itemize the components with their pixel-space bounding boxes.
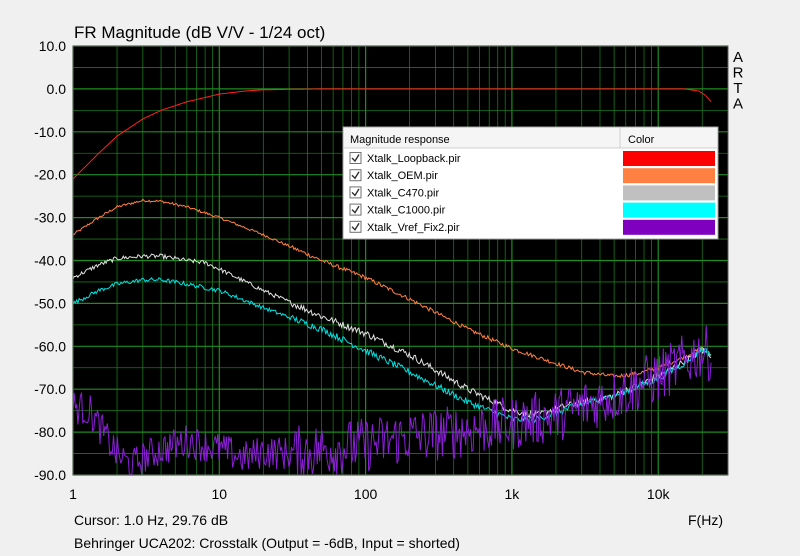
legend-item-label: Xtalk_C470.pir [367,187,439,199]
y-tick-label: -90.0 [34,467,66,483]
y-tick-label: -70.0 [34,381,66,397]
legend-color-swatch[interactable] [623,185,715,201]
x-tick-label: 10k [647,486,671,502]
legend-checkbox[interactable] [349,203,362,216]
y-axis-ticks: 10.0 0.0 -10.0 -20.0 -30.0 -40.0 -50.0 -60.0 -70… [34,38,66,483]
legend-color-swatch[interactable] [623,202,715,218]
y-tick-label: -60.0 [34,338,66,354]
y-tick-label: -10.0 [34,124,66,140]
check-icon [351,171,360,180]
legend-checkbox[interactable] [349,186,362,199]
legend-checkbox[interactable] [349,152,362,164]
x-axis-ticks: 1 10 100 1k 10k [69,486,670,502]
check-icon [351,188,360,197]
x-tick-label: 100 [354,486,378,502]
legend-header-name: Magnitude response [350,134,450,146]
series-line [72,88,712,180]
legend-color-swatch[interactable] [623,168,715,184]
legend-item-label: Xtalk_Loopback.pir [367,153,461,165]
legend-checkbox[interactable] [349,169,362,182]
legend-checkbox[interactable] [349,220,362,233]
y-tick-label: 0.0 [47,81,67,97]
legend-header [344,128,717,148]
series-line [73,198,712,380]
legend-color-swatch[interactable] [623,219,715,235]
y-tick-label: -40.0 [34,253,66,269]
legend-header-color: Color [628,134,655,146]
chart-title: FR Magnitude (dB V/V - 1/24 oct) [74,23,325,42]
brand-letter: T [733,80,742,97]
y-tick-label: -20.0 [34,167,66,183]
y-tick-label: 10.0 [39,38,66,54]
series-line [72,277,712,425]
x-tick-label: 1k [504,486,520,502]
x-tick-label: 1 [69,486,77,502]
y-tick-label: -80.0 [34,424,66,440]
brand-letter: R [733,65,744,82]
legend-item-label: Xtalk_Vref_Fix2.pir [367,222,460,234]
series-line [72,325,712,476]
check-icon [351,222,360,231]
y-tick-label: -30.0 [34,210,66,226]
x-tick-label: 10 [212,486,228,502]
plot-border [72,45,729,476]
grid [72,45,729,476]
legend[interactable]: Magnitude response Color Xtalk_Loopback.… [342,126,719,240]
y-tick-label: -50.0 [34,295,66,311]
check-icon [351,205,360,214]
legend-item-label: Xtalk_C1000.pir [367,205,446,217]
legend-item-label: Xtalk_OEM.pir [367,170,438,182]
cursor-readout: Cursor: 1.0 Hz, 29.76 dB [74,512,228,528]
x-axis-label: F(Hz) [688,512,723,528]
legend-rows: Xtalk_Loopback.pir Xtalk_OEM.pir Xtalk_C47… [349,151,715,235]
brand-letter: A [733,49,743,66]
check-icon [351,154,360,163]
legend-color-swatch[interactable] [623,151,715,166]
series-lines [72,88,712,476]
brand-letter: A [733,96,743,113]
chart-caption: Behringer UCA202: Crosstalk (Output = -6… [74,535,460,551]
